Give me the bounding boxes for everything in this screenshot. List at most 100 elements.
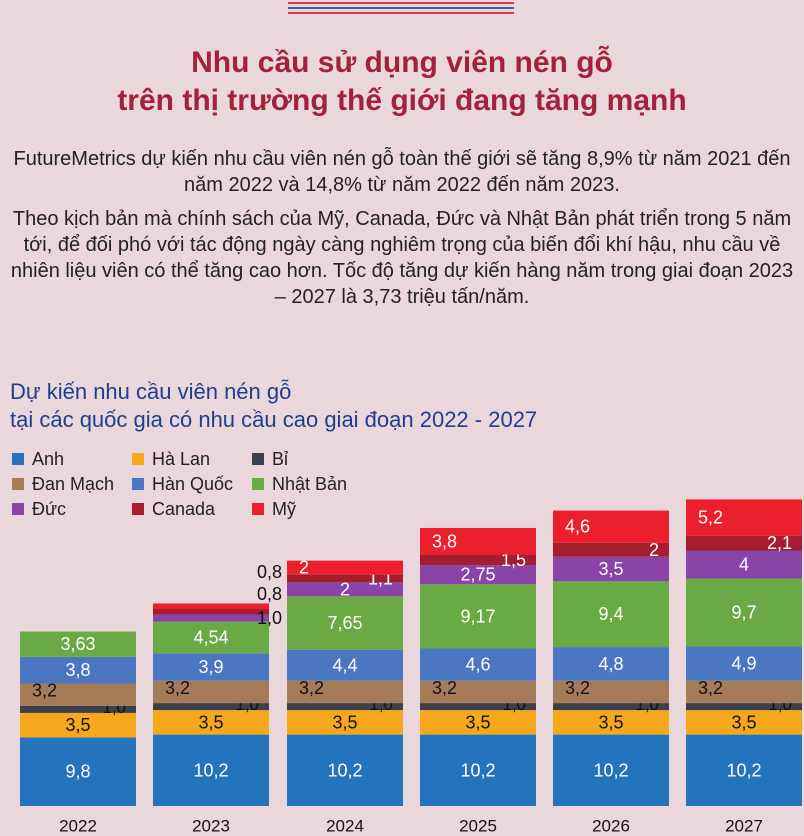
data-label-dan-mach-2025: 3,2 — [432, 678, 457, 698]
bar-segment-han-quoc-2027 — [686, 646, 802, 681]
bar-segment-duc-2025 — [420, 565, 536, 585]
legend-swatch — [132, 453, 144, 465]
data-label-han-quoc-2027: 4,9 — [731, 654, 756, 674]
header-decoration — [288, 2, 514, 17]
data-label-duc-2024: 2 — [340, 579, 350, 599]
bar-segment-anh-2022 — [20, 737, 136, 806]
bar-segment-ha-lan-2026 — [553, 710, 669, 735]
bar-segment-canada-2025 — [420, 554, 536, 566]
legend-swatch — [252, 478, 264, 490]
bar-segment-dan-mach-2027 — [686, 680, 802, 704]
bar-segment-anh-2024 — [287, 734, 403, 806]
data-label-my-2024: 2 — [299, 558, 309, 578]
bar-segment-bi-2025 — [420, 703, 536, 711]
bar-segment-dan-mach-2022 — [20, 683, 136, 706]
stripe-red-top — [288, 2, 514, 4]
legend-item-my: Mỹ — [252, 499, 296, 519]
data-label-canada-2027: 2,1 — [767, 533, 792, 553]
legend-label: Mỹ — [272, 499, 296, 519]
legend-label: Hàn Quốc — [152, 474, 234, 494]
x-tick-label-2023: 2023 — [192, 817, 230, 836]
bar-segment-bi-2024 — [287, 703, 403, 711]
data-label-duc-2025: 2,75 — [460, 565, 495, 585]
intro-text: FutureMetrics dự kiến nhu cầu viên nén g… — [10, 146, 794, 318]
legend-item-anh: Anh — [12, 449, 64, 469]
data-label-nhat-ban-2023: 4,54 — [193, 628, 228, 648]
bar-segment-canada-2026 — [553, 542, 669, 557]
legend-label: Đức — [32, 499, 67, 519]
data-label-dan-mach-2027: 3,2 — [698, 678, 723, 698]
stripe-blue — [288, 7, 514, 9]
data-label-ha-lan-2026: 3,5 — [598, 712, 623, 732]
bar-segment-anh-2025 — [420, 734, 536, 806]
data-label-my-2026: 4,6 — [565, 517, 590, 537]
data-label-my-2025: 3,8 — [432, 531, 457, 551]
bar-segment-dan-mach-2023 — [153, 680, 269, 704]
legend-item-canada: Canada — [132, 499, 215, 519]
bar-segment-my-2027 — [686, 499, 802, 536]
bar-segment-dan-mach-2025 — [420, 680, 536, 704]
data-label-canada-2023: 0,8 — [257, 584, 282, 604]
page-title: Nhu cầu sử dụng viên nén gỗ trên thị trư… — [0, 44, 804, 120]
legend-label: Đan Mạch — [32, 474, 115, 494]
data-label-nhat-ban-2025: 9,17 — [460, 606, 495, 626]
legend-item-ha-lan: Hà Lan — [132, 449, 210, 469]
data-label-dan-mach-2023: 3,2 — [165, 678, 190, 698]
bar-segment-duc-2026 — [553, 556, 669, 582]
legend-item-dan-mach: Đan Mạch — [12, 474, 114, 494]
data-label-anh-2027: 10,2 — [726, 760, 761, 780]
bar-segment-ha-lan-2022 — [20, 712, 136, 738]
bar-segment-dan-mach-2026 — [553, 680, 669, 704]
data-label-anh-2025: 10,2 — [460, 760, 495, 780]
bar-segment-duc-2023 — [153, 614, 269, 622]
x-tick-label-2024: 2024 — [326, 817, 364, 836]
legend-item-duc: Đức — [12, 499, 66, 519]
data-label-nhat-ban-2022: 3,63 — [60, 634, 95, 654]
bar-segment-bi-2027 — [686, 703, 802, 711]
bar-segment-duc-2027 — [686, 550, 802, 579]
data-label-han-quoc-2024: 4,4 — [332, 655, 357, 675]
data-label-duc-2026: 3,5 — [598, 559, 623, 579]
legend-swatch — [12, 453, 24, 465]
bar-segment-ha-lan-2025 — [420, 710, 536, 735]
bar-segment-my-2026 — [553, 510, 669, 543]
legend-swatch — [12, 503, 24, 515]
data-label-my-2027: 5,2 — [698, 508, 723, 528]
data-label-ha-lan-2027: 3,5 — [731, 712, 756, 732]
data-label-duc-2027: 4 — [739, 555, 749, 575]
bar-segment-canada-2024 — [287, 574, 403, 583]
bar-segment-anh-2026 — [553, 734, 669, 806]
bar-segment-anh-2027 — [686, 734, 802, 806]
data-label-dan-mach-2026: 3,2 — [565, 678, 590, 698]
bar-segment-han-quoc-2022 — [20, 656, 136, 684]
intro-paragraph-2: Theo kịch bản mà chính sách của Mỹ, Cana… — [10, 208, 794, 308]
bar-segment-canada-2023 — [153, 609, 269, 615]
data-label-nhat-ban-2027: 9,7 — [731, 602, 756, 622]
bar-segment-my-2023 — [153, 603, 269, 610]
legend-swatch — [132, 478, 144, 490]
data-label-ha-lan-2024: 3,5 — [332, 712, 357, 732]
intro-paragraph-1: FutureMetrics dự kiến nhu cầu viên nén g… — [13, 148, 791, 196]
bar-segment-nhat-ban-2027 — [686, 578, 802, 647]
bar-segment-dan-mach-2024 — [287, 680, 403, 704]
legend-item-nhat-ban: Nhật Bản — [252, 474, 347, 494]
legend-swatch — [252, 503, 264, 515]
data-label-my-2023: 0,8 — [257, 562, 282, 582]
bar-segment-bi-2026 — [553, 703, 669, 711]
legend-label: Bỉ — [272, 449, 289, 469]
data-label-dan-mach-2022: 3,2 — [32, 681, 57, 701]
stripe-red-bottom — [288, 12, 514, 14]
x-tick-label-2026: 2026 — [592, 817, 630, 836]
legend-swatch — [12, 478, 24, 490]
bar-segment-anh-2023 — [153, 734, 269, 806]
bar-segment-nhat-ban-2025 — [420, 584, 536, 649]
data-label-ha-lan-2023: 3,5 — [198, 712, 223, 732]
data-label-duc-2023: 1,0 — [257, 608, 282, 628]
data-label-han-quoc-2023: 3,9 — [198, 657, 223, 677]
data-label-ha-lan-2022: 3,5 — [65, 715, 90, 735]
chart-title-line2: tại các quốc gia có nhu cầu cao giai đoạ… — [10, 407, 538, 432]
data-label-nhat-ban-2024: 7,65 — [327, 613, 362, 633]
legend-swatch — [252, 453, 264, 465]
legend-label: Hà Lan — [152, 449, 211, 469]
